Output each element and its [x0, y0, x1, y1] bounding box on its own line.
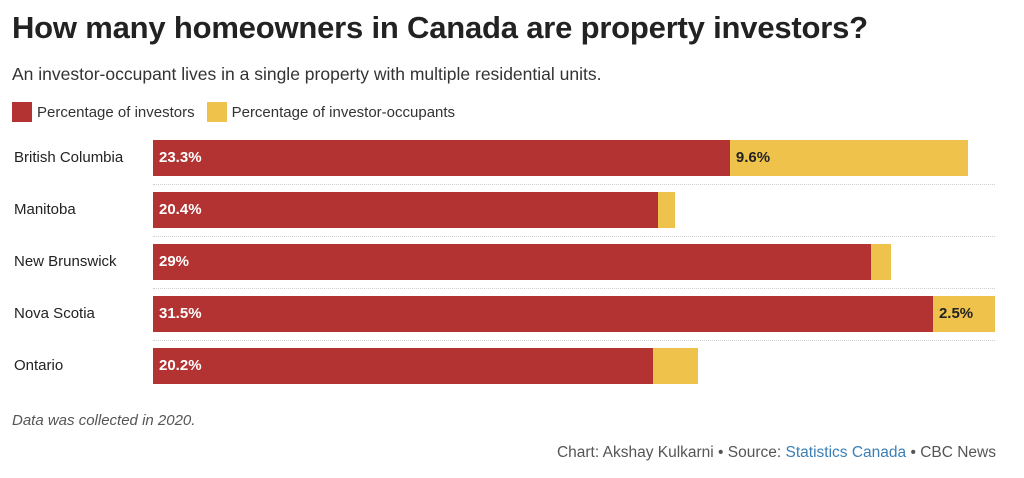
- source-link[interactable]: Statistics Canada: [785, 444, 907, 461]
- bar-investors: [153, 140, 730, 176]
- credit-author: Chart: Akshay Kulkarni: [556, 444, 714, 461]
- row-divider: [153, 184, 995, 185]
- legend-item-investor-occupants: Percentage of investor-occupants: [206, 102, 456, 122]
- category-label: Ontario: [14, 357, 64, 374]
- bar-investor-occupants: [729, 140, 968, 176]
- legend-swatch-investors: [12, 102, 32, 122]
- credit-separator: •: [906, 444, 921, 461]
- bar-investor-occupants: [658, 192, 676, 228]
- bar-investors: [153, 348, 654, 384]
- category-label: Manitoba: [14, 201, 76, 218]
- credit-publisher: CBC News: [920, 444, 996, 461]
- category-label: New Brunswick: [14, 253, 117, 270]
- data-label: 23.3%: [159, 149, 202, 166]
- credit-source-label: Source:: [727, 444, 786, 461]
- category-label: British Columbia: [14, 149, 124, 166]
- legend-label-investor-occupants: Percentage of investor-occupants: [231, 103, 456, 121]
- bar-investor-occupants: [653, 348, 698, 384]
- legend-swatch-investor-occupants: [206, 102, 227, 122]
- row-divider: [153, 288, 995, 289]
- bar-investors: [153, 192, 659, 228]
- data-label: 9.6%: [735, 149, 771, 166]
- credit-separator: •: [713, 444, 728, 461]
- category-label: Nova Scotia: [14, 305, 95, 322]
- bar-investors: [153, 296, 933, 332]
- bar-investor-occupants: [871, 244, 891, 280]
- data-label: 20.2%: [159, 357, 202, 374]
- bar-investors: [153, 244, 872, 280]
- bar-investor-occupants: [932, 296, 995, 332]
- row-divider: [153, 236, 995, 237]
- legend: Percentage of investors Percentage of in…: [12, 102, 467, 122]
- data-label: 31.5%: [159, 305, 202, 322]
- data-label: 2.5%: [938, 305, 974, 322]
- data-label: 20.4%: [159, 201, 202, 218]
- legend-label-investors: Percentage of investors: [37, 103, 195, 121]
- chart-credit: Chart: Akshay Kulkarni • Source: Statist…: [557, 444, 996, 462]
- chart-title: How many homeowners in Canada are proper…: [12, 10, 868, 45]
- data-label: 29%: [159, 253, 190, 270]
- bar-chart: British Columbia 23.3% 9.6% Manitoba 20.4% Ne…: [14, 140, 995, 384]
- legend-item-investors: Percentage of investors: [12, 102, 195, 122]
- chart-subtitle: An investor-occupant lives in a single p…: [12, 64, 602, 84]
- chart-note: Data was collected in 2020.: [12, 412, 196, 429]
- row-divider: [153, 340, 995, 341]
